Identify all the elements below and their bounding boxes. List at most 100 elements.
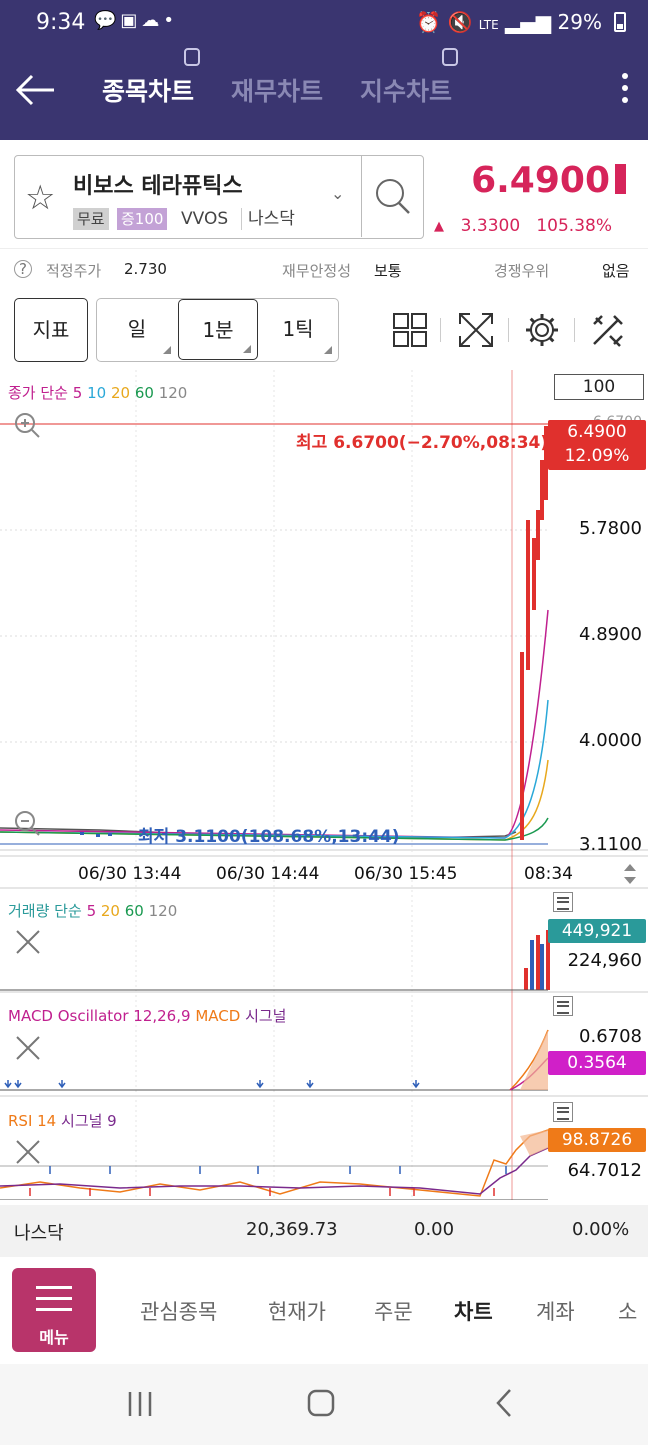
- macd-signal-arrow: [4, 1080, 12, 1089]
- chart-canvas: [0, 370, 648, 1200]
- nav-watchlist[interactable]: 관심종목: [140, 1300, 218, 1324]
- nav-more[interactable]: 소: [618, 1300, 638, 1324]
- axis-label: 4.0000: [579, 730, 642, 751]
- x-axis-label: 08:34: [524, 864, 573, 884]
- volume-menu-icon[interactable]: [553, 892, 573, 912]
- volume-badge: 449,921: [548, 919, 646, 943]
- rsi-signal-label: 시그널 9: [61, 1112, 117, 1130]
- macd-top-label: 0.6708: [579, 1026, 642, 1047]
- period-1min-button[interactable]: 1분: [178, 299, 258, 360]
- stock-selector[interactable]: ☆ 비보스 테라퓨틱스 ⌄ 무료 증100 VVOS 나스닥: [14, 155, 424, 239]
- layout-grid-icon[interactable]: [390, 310, 430, 350]
- vol-ma-5: 5: [86, 902, 97, 920]
- zoom-in-icon[interactable]: [12, 410, 42, 440]
- stock-market: 나스닥: [241, 208, 299, 230]
- home-icon[interactable]: [304, 1386, 338, 1420]
- ma-10: 10: [87, 384, 107, 402]
- tab-stock-chart[interactable]: 종목차트: [102, 77, 195, 106]
- small-candle: [108, 833, 112, 836]
- nav-order[interactable]: 주문: [374, 1300, 413, 1324]
- chart-area[interactable]: 종가 단순 5 10 20 60 120 100 6.6700 5.7800 4…: [0, 370, 648, 1200]
- volume-bar-1: [530, 940, 534, 990]
- chevron-down-icon[interactable]: ⌄: [331, 184, 345, 203]
- rsi-badge: 98.8726: [548, 1128, 646, 1152]
- tab-finance-chart[interactable]: 재무차트: [231, 77, 324, 106]
- macd-signal-arrow: [306, 1080, 314, 1089]
- menu-label: 메뉴: [39, 1328, 69, 1347]
- back-arrow-icon[interactable]: [14, 68, 58, 112]
- nav-chart[interactable]: 차트: [454, 1300, 493, 1324]
- index-ticker-row[interactable]: 나스닥 20,369.73 0.00 0.00%: [0, 1205, 648, 1257]
- small-candle: [80, 832, 84, 835]
- volume-legend[interactable]: 거래량 단순 5 20 60 120: [8, 900, 177, 921]
- close-volume-icon[interactable]: [14, 928, 42, 956]
- advantage-value: 없음: [602, 262, 630, 280]
- visible-bars-count[interactable]: 100: [554, 374, 644, 400]
- drawing-tools-icon[interactable]: [588, 310, 628, 350]
- tag-free: 무료: [73, 208, 109, 230]
- status-battery-text: ⏰ 🔇 LTE ▂▄▆ 29%: [416, 10, 602, 34]
- up-triangle-icon: ▲: [434, 219, 444, 234]
- axis-scroll-icon[interactable]: [620, 860, 640, 888]
- chart-badge-icon: [184, 48, 200, 66]
- close-macd-icon[interactable]: [14, 1034, 42, 1062]
- tag-margin: 증100: [117, 208, 168, 230]
- recent-apps-icon[interactable]: [124, 1388, 156, 1420]
- volume-bar-4: [546, 930, 550, 990]
- search-button[interactable]: [361, 156, 423, 237]
- price-ma-legend[interactable]: 종가 단순 5 10 20 60 120: [8, 382, 187, 403]
- x-axis-label: 06/30 14:44: [216, 864, 320, 884]
- favorite-star-icon[interactable]: ☆: [25, 178, 56, 218]
- battery-percent: 29%: [557, 10, 602, 34]
- small-candle: [96, 834, 100, 837]
- more-menu-icon[interactable]: [620, 70, 630, 110]
- period-1tick-button[interactable]: 1틱: [258, 299, 338, 360]
- change-value: 3.3300: [460, 216, 521, 236]
- close-rsi-icon[interactable]: [14, 1138, 42, 1166]
- price-legend-prefix: 종가 단순: [8, 384, 68, 402]
- fullscreen-icon[interactable]: [456, 310, 496, 350]
- period-day-button[interactable]: 일: [97, 299, 177, 360]
- period-selector: 일 1분 1틱: [96, 298, 339, 362]
- axis-label: 5.7800: [579, 518, 642, 539]
- zoom-out-icon[interactable]: [12, 808, 42, 838]
- fair-price-label: 적정주가: [46, 262, 102, 280]
- current-price-badge: 6.4900 12.09%: [548, 420, 646, 470]
- high-price-label: 최고 6.6700(−2.70%,08:34): [296, 433, 549, 453]
- rsi-label: RSI 14: [8, 1112, 57, 1130]
- current-pct-tag: 12.09%: [564, 446, 630, 466]
- back-icon[interactable]: [488, 1386, 520, 1420]
- indicator-button[interactable]: 지표: [14, 298, 88, 362]
- system-navigation-bar: [0, 1364, 648, 1445]
- help-icon[interactable]: ?: [14, 260, 32, 278]
- index-value: 20,369.73: [246, 1219, 338, 1240]
- alarm-icon: ⏰: [416, 10, 442, 34]
- macd-line-label: MACD: [195, 1007, 241, 1025]
- macd-menu-icon[interactable]: [553, 996, 573, 1016]
- gear-icon[interactable]: [522, 310, 562, 350]
- volume-bar-2: [536, 935, 540, 990]
- index-percent: 0.00%: [572, 1219, 630, 1240]
- volume-bar-0: [524, 968, 528, 990]
- rsi-legend[interactable]: RSI 14 시그널 9: [8, 1110, 117, 1131]
- macd-legend[interactable]: MACD Oscillator 12,26,9 MACD 시그널: [8, 1005, 286, 1026]
- vol-ma-120: 120: [148, 902, 178, 920]
- volume-legend-prefix: 거래량 단순: [8, 902, 82, 920]
- nav-current-price[interactable]: 현재가: [268, 1300, 326, 1324]
- tab-index-chart[interactable]: 지수차트: [360, 77, 453, 106]
- change-percent: 105.38%: [536, 216, 612, 236]
- vol-ma-20: 20: [100, 902, 120, 920]
- macd-osc-label: MACD Oscillator 12,26,9: [8, 1007, 191, 1025]
- stability-label: 재무안정성: [282, 262, 352, 280]
- menu-button[interactable]: 메뉴: [12, 1268, 96, 1352]
- nav-account[interactable]: 계좌: [536, 1300, 575, 1324]
- status-notification-icons: 💬▣☁•: [94, 10, 179, 31]
- volume-mid-label: 224,960: [567, 950, 642, 971]
- rsi-menu-icon[interactable]: [553, 1102, 573, 1122]
- signal-icon: ▂▄▆: [505, 10, 552, 34]
- candle-0: [520, 652, 524, 840]
- macd-badge: 0.3564: [548, 1051, 646, 1075]
- search-icon: [376, 179, 410, 214]
- mute-icon: 🔇: [447, 10, 473, 34]
- ma-5: 5: [72, 384, 83, 402]
